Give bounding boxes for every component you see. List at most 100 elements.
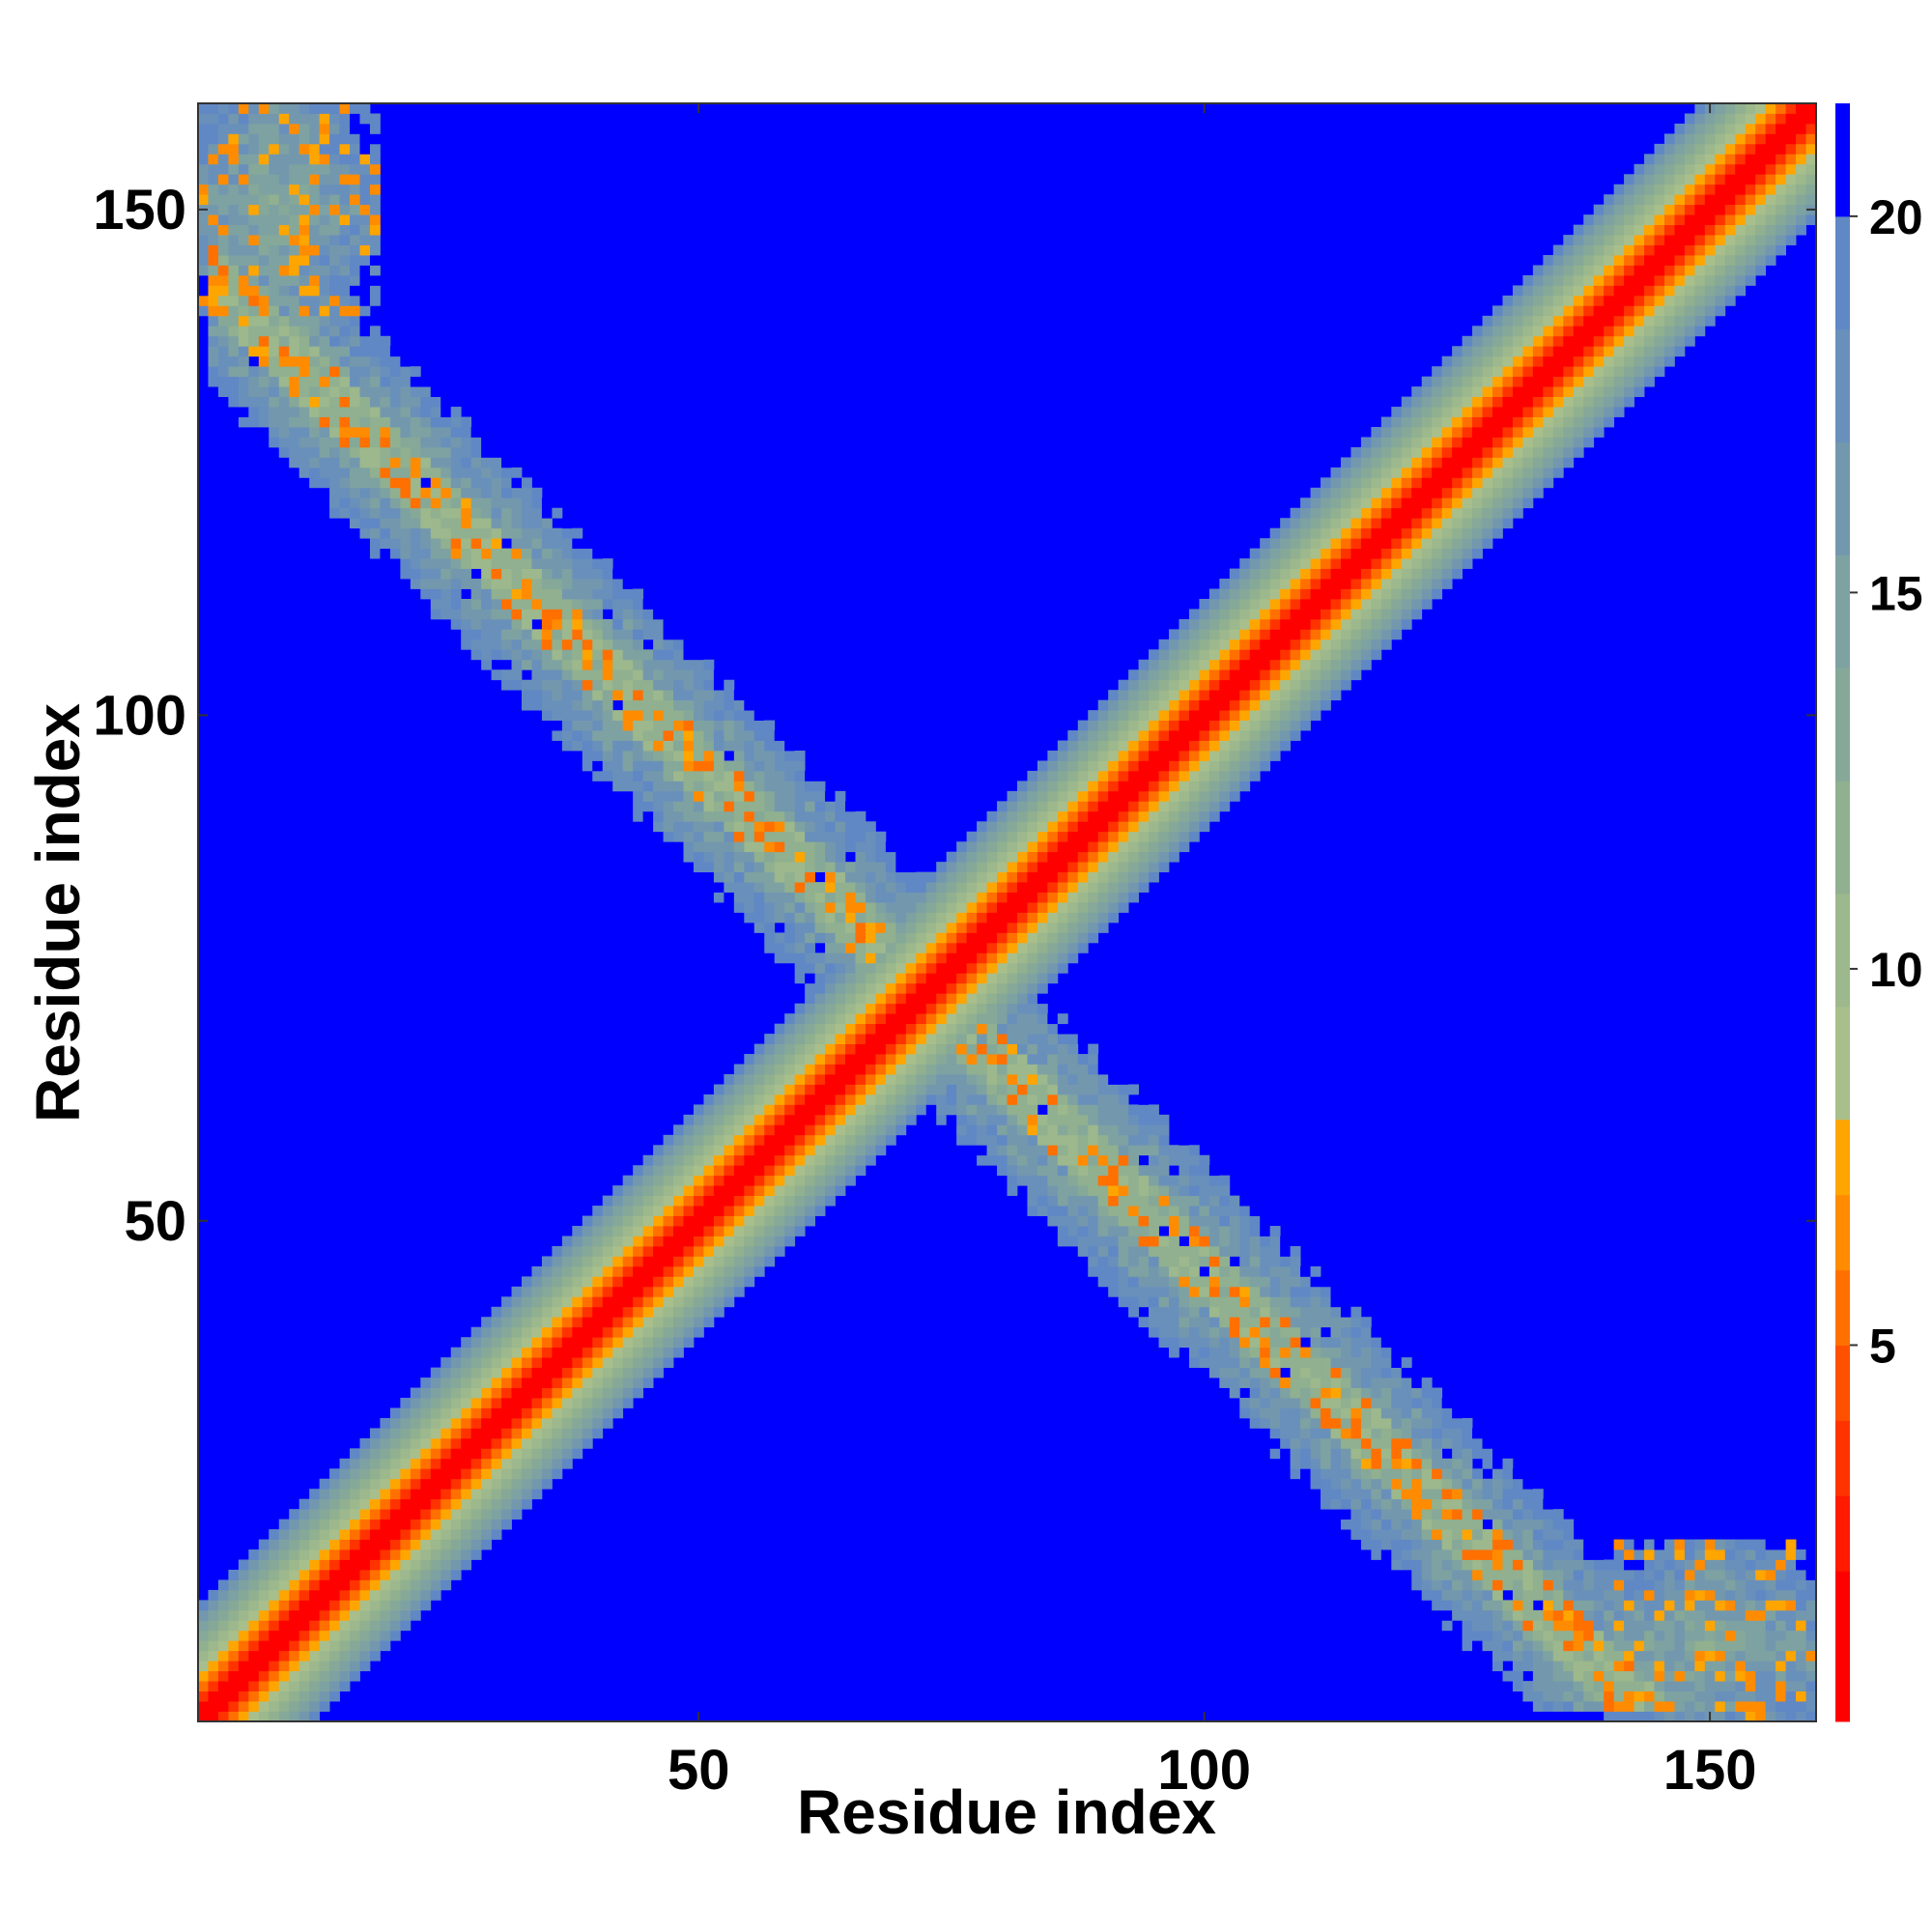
heatmap-cell <box>1239 629 1251 640</box>
heatmap-cell <box>410 1539 421 1550</box>
heatmap-cell <box>986 962 998 974</box>
heatmap-cell <box>1280 1245 1292 1257</box>
heatmap-cell <box>825 912 836 923</box>
heatmap-cell <box>966 982 978 994</box>
heatmap-cell <box>389 1428 401 1439</box>
heatmap-cell <box>1280 568 1292 580</box>
heatmap-cell <box>561 579 573 589</box>
heatmap-cell <box>1037 1145 1048 1156</box>
heatmap-cell <box>1108 1145 1120 1156</box>
heatmap-cell <box>1118 1094 1129 1105</box>
heatmap-cell <box>1047 810 1059 822</box>
heatmap-cell <box>622 760 634 772</box>
heatmap-cell <box>1149 851 1159 863</box>
heatmap-cell <box>198 1711 209 1722</box>
heatmap-cell <box>319 1701 330 1712</box>
heatmap-cell <box>380 416 391 428</box>
heatmap-cell <box>238 295 249 306</box>
heatmap-cell <box>1037 1074 1048 1085</box>
heatmap-cell <box>612 1226 624 1236</box>
heatmap-cell <box>845 922 856 933</box>
heatmap-cell <box>885 1114 896 1125</box>
heatmap-cell <box>470 1468 482 1480</box>
heatmap-cell <box>198 163 209 175</box>
heatmap-cell <box>592 639 604 650</box>
heatmap-cell <box>1158 851 1170 863</box>
heatmap-cell <box>764 740 776 752</box>
heatmap-cell <box>805 1195 815 1207</box>
heatmap-cell <box>774 1064 785 1075</box>
heatmap-cell <box>339 274 351 286</box>
heatmap-cell <box>531 1458 543 1469</box>
heatmap-cell <box>298 407 310 417</box>
heatmap-cell <box>410 558 421 569</box>
heatmap-cell <box>805 851 815 863</box>
heatmap-cell <box>1300 699 1311 711</box>
heatmap-cell <box>208 366 219 378</box>
heatmap-cell <box>561 1337 573 1349</box>
heatmap-cell <box>278 1600 290 1611</box>
heatmap-cell <box>683 639 695 650</box>
heatmap-cell <box>1229 629 1240 640</box>
heatmap-cell <box>572 579 583 589</box>
heatmap-cell <box>561 1387 573 1399</box>
heatmap-cell <box>430 1367 441 1378</box>
heatmap-cell <box>217 194 229 206</box>
heatmap-cell <box>865 1043 876 1055</box>
heatmap-cell <box>481 1347 492 1358</box>
heatmap-cell <box>1057 1215 1068 1227</box>
heatmap-cell <box>491 629 502 640</box>
heatmap-cell <box>572 1417 583 1429</box>
heatmap-cell <box>278 163 290 175</box>
heatmap-cell <box>258 143 270 155</box>
heatmap-cell <box>774 1134 785 1146</box>
heatmap-cell <box>1138 1276 1150 1288</box>
heatmap-cell <box>602 1286 613 1297</box>
heatmap-cell <box>612 1215 624 1227</box>
heatmap-cell <box>814 1134 826 1146</box>
heatmap-cell <box>805 770 815 781</box>
heatmap-cell <box>461 497 472 509</box>
heatmap-cell <box>1047 770 1059 781</box>
heatmap-cell <box>946 1094 957 1105</box>
heatmap-cell <box>1128 1226 1139 1236</box>
heatmap-cell <box>400 1448 412 1460</box>
heatmap-cell <box>319 376 330 387</box>
heatmap-cell <box>1138 1215 1150 1227</box>
heatmap-cell <box>1128 871 1139 883</box>
heatmap-cell <box>703 882 715 893</box>
heatmap-cell <box>410 457 421 469</box>
heatmap-cell <box>1057 862 1068 873</box>
heatmap-cell <box>217 224 229 236</box>
heatmap-cell <box>430 1589 441 1601</box>
heatmap-cell <box>1108 781 1120 792</box>
heatmap-cell <box>481 1398 492 1408</box>
heatmap-cell <box>1108 751 1120 761</box>
heatmap-cell <box>1149 1317 1159 1328</box>
heatmap-cell <box>1239 1265 1251 1277</box>
heatmap-cell <box>400 568 412 580</box>
heatmap-cell <box>1219 770 1231 781</box>
heatmap-cell <box>501 1317 512 1328</box>
heatmap-cell <box>1057 1226 1068 1236</box>
heatmap-cell <box>966 1034 978 1044</box>
heatmap-cell <box>612 618 624 630</box>
heatmap-cell <box>1179 1326 1190 1338</box>
heatmap-cell <box>814 973 826 984</box>
heatmap-cell <box>774 781 785 792</box>
heatmap-cell <box>825 1043 836 1055</box>
heatmap-cell <box>228 346 240 357</box>
heatmap-cell <box>561 679 573 691</box>
heatmap-cell <box>289 1661 300 1672</box>
heatmap-cell <box>1169 841 1179 853</box>
heatmap-cell <box>309 174 321 185</box>
heatmap-cell <box>430 609 441 620</box>
heatmap-cell <box>369 123 381 134</box>
heatmap-cell <box>1037 841 1048 853</box>
heatmap-cell <box>733 730 745 741</box>
heatmap-cell <box>1321 1378 1331 1388</box>
heatmap-cell <box>602 1407 613 1419</box>
heatmap-cell <box>865 841 876 853</box>
heatmap-cell <box>1188 1357 1200 1368</box>
heatmap-cell <box>1027 1034 1038 1044</box>
